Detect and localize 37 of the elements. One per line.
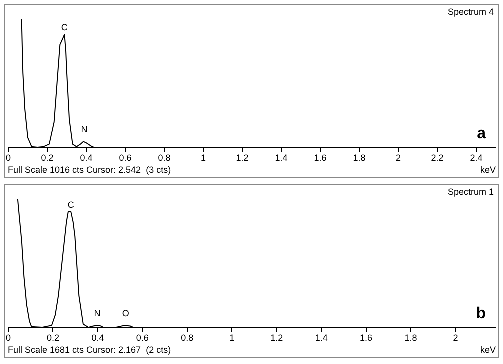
text: Full Scale 1681 cts Cursor: 2.167 (2 cts) bbox=[8, 344, 172, 355]
x-tick-label: 2 bbox=[453, 333, 458, 344]
chart-title: Spectrum 1 bbox=[448, 186, 494, 197]
x-tick-label: 2.4 bbox=[470, 153, 483, 164]
x-tick-label: 0.4 bbox=[80, 153, 93, 164]
x-tick-label: 0.2 bbox=[46, 333, 60, 344]
x-tick-label: 0.4 bbox=[92, 333, 104, 344]
chart-title: Spectrum 4 bbox=[448, 6, 494, 17]
annotation: N bbox=[94, 308, 101, 318]
x-tick-label: 1.2 bbox=[236, 153, 249, 164]
x-tick-label: 1.4 bbox=[275, 153, 288, 164]
annotation: C bbox=[61, 22, 68, 32]
x-tick-label: 0 bbox=[6, 153, 12, 164]
annotation: a bbox=[477, 126, 486, 143]
x-tick-label: 0.2 bbox=[41, 153, 54, 164]
x-tick-label: 1 bbox=[230, 333, 235, 344]
x-tick-label: 1.6 bbox=[314, 153, 327, 164]
annotation: b bbox=[476, 306, 486, 323]
x-tick-label: 0.6 bbox=[119, 153, 132, 164]
x-tick-label: 1.4 bbox=[315, 333, 328, 344]
annotation: N bbox=[81, 124, 88, 135]
x-tick-label: 0.6 bbox=[136, 333, 149, 344]
x-axis-title: keV bbox=[480, 164, 496, 175]
x-tick-label: 0 bbox=[6, 333, 12, 344]
annotation: O bbox=[122, 308, 130, 318]
x-tick-label: 1.2 bbox=[270, 333, 284, 344]
annotation: C bbox=[68, 200, 75, 210]
x-tick-label: 1 bbox=[200, 153, 206, 164]
x-tick-label: 1.6 bbox=[360, 333, 373, 344]
x-tick-label: 0.8 bbox=[181, 333, 194, 344]
x-tick-label: 1.8 bbox=[404, 333, 418, 344]
text: Full Scale 1016 cts Cursor: 2.542 (3 cts) bbox=[8, 164, 172, 175]
x-tick-label: 2.2 bbox=[431, 153, 444, 164]
x-tick-label: 2 bbox=[396, 153, 402, 164]
x-tick-label: 0.8 bbox=[158, 153, 171, 164]
x-tick-label: 1.8 bbox=[353, 153, 366, 164]
x-axis-title: keV bbox=[480, 344, 496, 355]
